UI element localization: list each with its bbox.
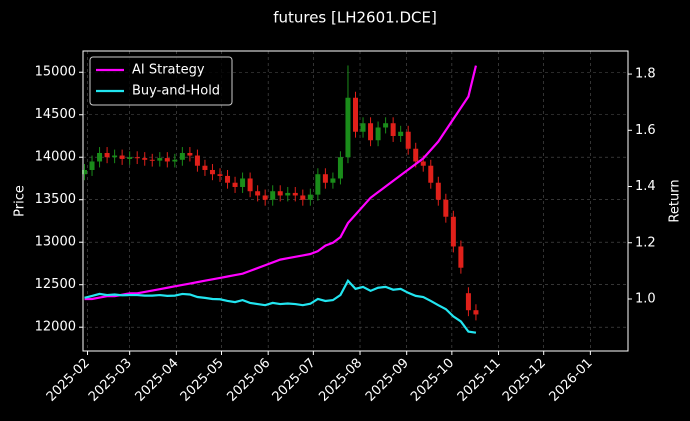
candle-body bbox=[202, 165, 208, 170]
candle-body bbox=[405, 131, 411, 149]
candle-body bbox=[247, 178, 253, 192]
candle-body bbox=[300, 195, 306, 200]
candle-body bbox=[157, 158, 163, 161]
candle-body bbox=[435, 182, 441, 200]
y-tick-label: 12500 bbox=[35, 277, 76, 292]
chart-title: futures [LH2601.DCE] bbox=[273, 9, 437, 27]
y-tick-label: 14000 bbox=[35, 150, 76, 165]
candle-body bbox=[119, 155, 125, 159]
candle-body bbox=[383, 123, 389, 128]
candle-body bbox=[149, 159, 155, 161]
candle-body bbox=[82, 169, 88, 175]
candle-body bbox=[209, 169, 215, 175]
candle-body bbox=[194, 155, 200, 166]
candle-body bbox=[127, 157, 133, 159]
candle-body bbox=[187, 152, 193, 156]
candle-body bbox=[277, 191, 283, 196]
candle-body bbox=[368, 123, 374, 141]
candle-body bbox=[134, 157, 140, 159]
y2-tick-label: 1.6 bbox=[635, 123, 656, 138]
candle-body bbox=[240, 178, 246, 187]
line-series bbox=[84, 65, 478, 301]
candle-body bbox=[390, 123, 396, 136]
candle-body bbox=[172, 159, 178, 162]
y2-axis-label: Return bbox=[668, 179, 683, 222]
candle-body bbox=[89, 161, 95, 170]
candle-body bbox=[322, 174, 328, 183]
candle-body bbox=[413, 148, 419, 162]
candle-body bbox=[345, 97, 351, 158]
candle-body bbox=[270, 191, 276, 200]
candle-body bbox=[443, 199, 449, 217]
candle-body bbox=[232, 182, 238, 187]
candle-body bbox=[360, 123, 366, 132]
candle-body bbox=[112, 155, 118, 158]
y2-tick-label: 1.2 bbox=[635, 235, 656, 250]
candle-body bbox=[465, 293, 471, 311]
candle-body bbox=[473, 310, 479, 315]
candle-body bbox=[104, 152, 110, 158]
y2-tick-label: 1.0 bbox=[635, 291, 656, 306]
y-tick-label: 13000 bbox=[35, 235, 76, 250]
legend-label: AI Strategy bbox=[132, 63, 205, 78]
line-series bbox=[84, 278, 477, 334]
legend-box bbox=[89, 56, 233, 106]
candle-body bbox=[225, 175, 231, 183]
legend-label: Buy-and-Hold bbox=[132, 84, 220, 99]
y2-tick-label: 1.4 bbox=[635, 179, 656, 194]
candle-body bbox=[315, 174, 321, 195]
candle-body bbox=[307, 194, 313, 200]
candle-body bbox=[450, 216, 456, 247]
candle-body bbox=[330, 178, 336, 183]
candle-body bbox=[262, 195, 268, 200]
candle-body bbox=[217, 174, 223, 176]
candle-body bbox=[179, 152, 185, 160]
candle-body bbox=[164, 158, 170, 162]
y-tick-label: 14500 bbox=[35, 107, 76, 122]
candle-body bbox=[142, 158, 148, 160]
candle-body bbox=[375, 127, 381, 141]
candle-body bbox=[292, 192, 298, 196]
candle-body bbox=[353, 97, 358, 132]
candle-body bbox=[285, 192, 291, 196]
candle-body bbox=[420, 161, 426, 166]
candle-body bbox=[428, 165, 434, 183]
y-tick-label: 13500 bbox=[35, 192, 76, 207]
candle-body bbox=[97, 152, 103, 162]
y2-tick-label: 1.8 bbox=[635, 67, 656, 82]
candle-body bbox=[458, 246, 464, 268]
candle-body bbox=[255, 191, 261, 196]
y-axis-label: Price bbox=[13, 185, 28, 217]
plot-frame bbox=[82, 50, 629, 352]
y-tick-label: 12000 bbox=[35, 320, 76, 335]
candle-body bbox=[337, 157, 343, 179]
candle-body bbox=[398, 131, 404, 136]
y-tick-label: 15000 bbox=[35, 65, 76, 80]
